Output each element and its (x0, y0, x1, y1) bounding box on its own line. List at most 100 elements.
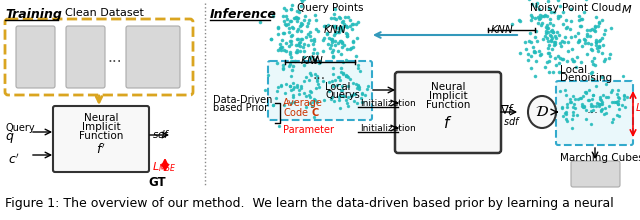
Point (613, 88, 623, 91)
Point (348, 41, 358, 44)
Point (275, 46, 285, 50)
Point (529, 49, 539, 53)
Point (596, 18, 607, 22)
Point (579, 94, 589, 97)
Point (303, 22, 314, 25)
Point (555, 14, 565, 17)
Text: $L_{MSE}$: $L_{MSE}$ (152, 160, 177, 174)
Point (547, 36, 557, 40)
Point (338, 94, 348, 97)
Point (304, 18, 314, 22)
Text: $f'$: $f'$ (96, 142, 106, 156)
Point (328, 16, 339, 19)
Point (334, 95, 344, 98)
Point (595, 109, 605, 112)
Point (335, 53, 346, 56)
Point (529, 50, 539, 54)
Point (289, 16, 299, 19)
Point (285, 60, 296, 63)
Point (357, 93, 367, 96)
Point (262, 73, 273, 76)
Point (293, 43, 303, 47)
Point (563, 105, 573, 109)
Point (273, 48, 283, 52)
Point (298, 64, 308, 67)
Point (339, 44, 349, 47)
Point (612, 113, 622, 116)
FancyBboxPatch shape (16, 26, 55, 88)
Point (530, 74, 540, 78)
Point (554, 70, 564, 73)
Point (591, 40, 602, 44)
Point (596, 99, 606, 102)
FancyBboxPatch shape (268, 61, 372, 120)
Point (584, 98, 595, 102)
Point (579, 105, 589, 108)
Point (541, 29, 551, 33)
Point (577, 104, 587, 108)
Point (301, 105, 311, 109)
Point (329, 12, 339, 16)
Text: $q$: $q$ (5, 131, 15, 145)
Point (353, 21, 363, 24)
Point (285, 62, 295, 66)
Point (303, 32, 313, 36)
Point (298, 45, 308, 48)
Point (327, 41, 337, 44)
Point (563, 40, 573, 43)
Point (323, 42, 333, 46)
Point (604, 56, 614, 60)
Point (309, 57, 319, 60)
Point (596, 101, 607, 104)
Point (291, 43, 301, 46)
Point (328, 72, 338, 76)
Point (591, 104, 601, 108)
Point (276, 38, 287, 41)
Point (327, 80, 337, 83)
Point (288, 81, 298, 85)
Point (330, 24, 340, 27)
Point (351, 22, 362, 26)
Point (561, 26, 571, 30)
Point (281, 41, 291, 45)
Point (335, 93, 346, 96)
Point (570, 106, 580, 110)
Point (600, 58, 610, 61)
Point (292, 29, 302, 33)
Point (609, 101, 619, 104)
Point (586, 102, 596, 105)
Point (593, 45, 604, 49)
Point (319, 36, 330, 39)
Point (324, 80, 335, 83)
Point (555, 41, 565, 44)
Point (278, 104, 289, 107)
Point (543, 46, 554, 50)
Point (342, 34, 352, 38)
Point (507, 22, 517, 26)
Text: Denoising: Denoising (560, 73, 612, 83)
FancyBboxPatch shape (395, 72, 501, 153)
Point (538, 37, 548, 40)
Point (580, 38, 590, 42)
Point (291, 50, 301, 54)
Point (346, 94, 356, 98)
Point (341, 73, 351, 77)
Point (295, 24, 305, 28)
Point (533, 21, 543, 25)
Point (292, 37, 303, 41)
Point (314, 61, 324, 65)
Point (586, 71, 596, 75)
Point (309, 47, 319, 50)
Point (526, 40, 536, 44)
Point (296, 4, 306, 7)
Point (594, 102, 604, 106)
Point (287, 25, 298, 29)
Point (560, 89, 570, 92)
Point (546, 29, 556, 32)
Point (544, 59, 554, 63)
Point (330, 43, 340, 46)
Text: Querys: Querys (325, 90, 360, 100)
Point (336, 66, 346, 70)
Point (515, 51, 525, 55)
Point (541, 31, 551, 34)
